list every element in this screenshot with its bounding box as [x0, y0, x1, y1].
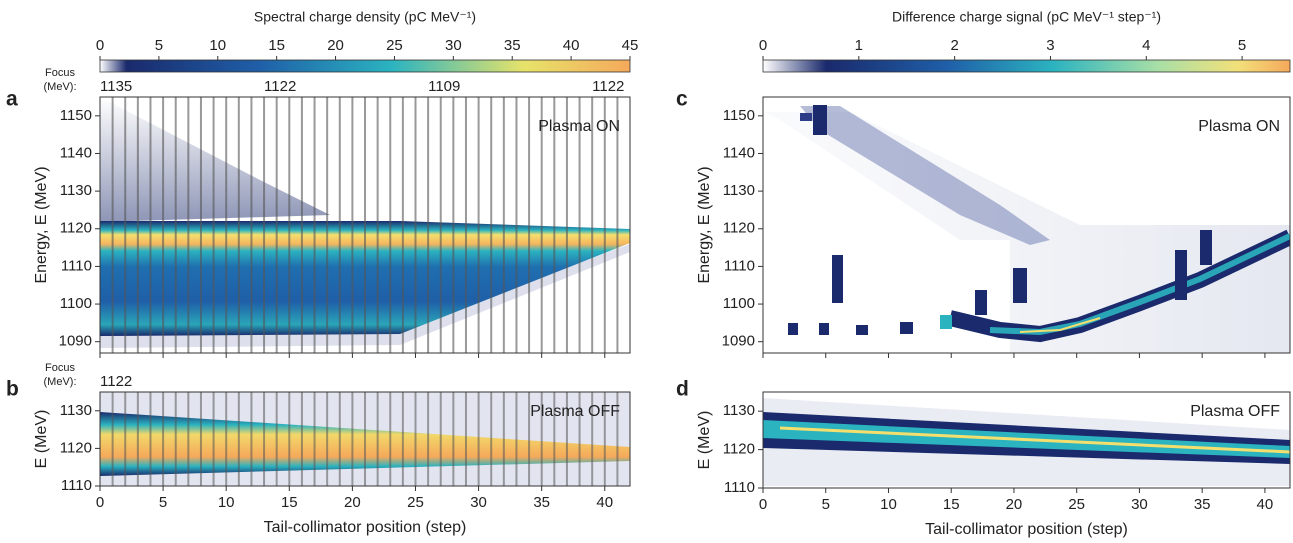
- colorbar-tick-label: 30: [445, 37, 462, 54]
- y-tick-label: 1090: [59, 333, 92, 350]
- colorbar-tick-label: 20: [327, 37, 344, 54]
- x-tick-label: 30: [470, 494, 487, 511]
- x-tick-label: 0: [96, 494, 104, 511]
- colorbar: [99, 59, 631, 73]
- y-axis-title: Energy, E (MeV): [33, 166, 50, 283]
- colorbar-tick-label: 15: [268, 37, 285, 54]
- colorbar-tick-label: 3: [1046, 37, 1054, 54]
- y-tick-label: 1110: [724, 479, 755, 496]
- colorbar-tick-label: 40: [563, 37, 580, 54]
- focus-label: (MeV):: [44, 81, 77, 93]
- heatmap-a: [100, 97, 630, 353]
- x-tick-label: 5: [159, 494, 167, 511]
- y-axis-title: E (MeV): [33, 410, 50, 469]
- y-tick-label: 1140: [723, 144, 755, 161]
- x-tick-label: 0: [759, 496, 767, 513]
- colorbar-tick-label: 0: [96, 37, 104, 54]
- panel-letter: d: [676, 378, 689, 401]
- y-tick-label: 1120: [60, 439, 92, 456]
- colorbar-tick-label: 35: [504, 37, 521, 54]
- plot-frame: [99, 391, 631, 487]
- y-tick-label: 1150: [723, 107, 755, 124]
- colorbar-tick-label: 4: [1142, 37, 1150, 54]
- y-tick-label: 1110: [61, 257, 92, 274]
- heatmap-c: [763, 97, 1290, 353]
- colorbar-tick-label: 25: [386, 37, 403, 54]
- y-tick-label: 1100: [723, 295, 755, 312]
- plot-frame: [762, 391, 1291, 489]
- x-tick-label: 40: [1257, 496, 1274, 513]
- y-tick-label: 1120: [60, 220, 92, 237]
- heatmap-b: [100, 392, 630, 486]
- y-tick-label: 1130: [723, 182, 755, 199]
- focus-value: 1122: [264, 78, 296, 95]
- colorbar-tick-label: 1: [855, 37, 863, 54]
- y-tick-label: 1110: [724, 257, 755, 274]
- x-tick-label: 10: [880, 496, 897, 513]
- y-tick-label: 1130: [60, 402, 92, 419]
- y-tick-label: 1120: [723, 220, 755, 237]
- annotation: Plasma OFF: [530, 403, 620, 420]
- x-tick-label: 15: [281, 494, 298, 511]
- x-tick-label: 35: [533, 494, 550, 511]
- panel-letter: a: [6, 88, 18, 111]
- y-tick-label: 1090: [722, 333, 755, 350]
- x-tick-label: 30: [1131, 496, 1148, 513]
- colorbar-title: Difference charge signal (pC MeV⁻¹ step⁻…: [892, 9, 1161, 25]
- y-tick-label: 1150: [60, 107, 92, 124]
- focus-value: 1122: [592, 78, 624, 95]
- heatmap-d: [763, 392, 1290, 488]
- y-tick-label: 1110: [61, 477, 92, 494]
- x-tick-label: 35: [1194, 496, 1211, 513]
- x-tick-label: 20: [1006, 496, 1023, 513]
- plot-frame: [99, 96, 631, 354]
- colorbar-tick-label: 5: [1238, 37, 1246, 54]
- colorbar-tick-label: 5: [155, 37, 163, 54]
- focus-label: Focus: [45, 362, 75, 374]
- x-tick-label: 5: [822, 496, 830, 513]
- colorbar-tick-label: 2: [950, 37, 958, 54]
- focus-label: Focus: [45, 67, 75, 79]
- focus-value: 1122: [100, 373, 132, 390]
- focus-value: 1135: [100, 78, 132, 95]
- annotation: Plasma OFF: [1190, 403, 1280, 420]
- y-tick-label: 1130: [60, 182, 92, 199]
- y-tick-label: 1100: [60, 295, 92, 312]
- x-tick-label: 25: [1068, 496, 1085, 513]
- focus-label: (MeV):: [44, 376, 77, 388]
- annotation: Plasma ON: [538, 118, 620, 135]
- y-axis-title: E (MeV): [696, 411, 713, 470]
- x-axis-title: Tail-collimator position (step): [264, 519, 467, 536]
- y-tick-label: 1140: [60, 144, 92, 161]
- x-tick-label: 40: [596, 494, 613, 511]
- y-axis-title: Energy, E (MeV): [696, 166, 713, 283]
- y-tick-label: 1120: [723, 441, 755, 458]
- x-tick-label: 15: [943, 496, 960, 513]
- panel-letter: b: [6, 378, 19, 401]
- x-axis-title: Tail-collimator position (step): [925, 521, 1128, 538]
- colorbar: [762, 59, 1291, 73]
- annotation: Plasma ON: [1198, 118, 1280, 135]
- colorbar-tick-label: 0: [759, 37, 767, 54]
- focus-value: 1109: [428, 78, 460, 95]
- y-tick-label: 1130: [723, 402, 755, 419]
- plot-frame: [762, 96, 1291, 354]
- x-tick-label: 10: [218, 494, 235, 511]
- x-tick-label: 20: [344, 494, 361, 511]
- colorbar-title: Spectral charge density (pC MeV⁻¹): [254, 9, 476, 25]
- x-tick-label: 25: [407, 494, 424, 511]
- colorbar-tick-label: 10: [209, 37, 226, 54]
- panel-letter: c: [676, 88, 688, 111]
- colorbar-tick-label: 45: [622, 37, 639, 54]
